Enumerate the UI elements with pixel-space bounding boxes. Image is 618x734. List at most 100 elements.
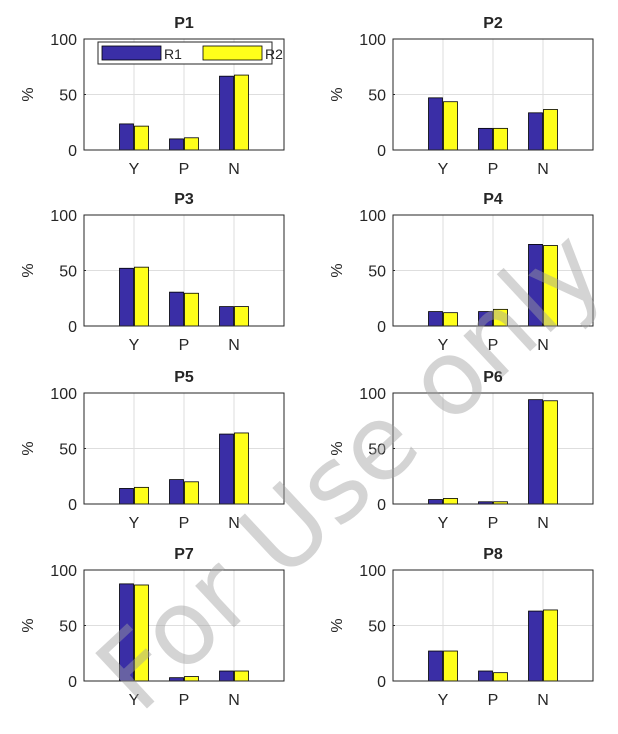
y-tick-label: 100	[359, 208, 386, 225]
bar-r2	[134, 486, 149, 505]
x-tick-label: Y	[129, 161, 140, 178]
x-tick-label: P	[179, 515, 190, 532]
y-axis-label: %	[20, 441, 37, 455]
x-tick-label: Y	[129, 515, 140, 532]
legend-label: R1	[164, 46, 182, 62]
bar-r2	[234, 432, 249, 505]
x-tick-label: P	[488, 692, 499, 709]
bar-r1	[219, 75, 234, 151]
subplot-title: P6	[483, 369, 503, 386]
y-tick-label: 0	[68, 319, 77, 336]
bar-r1	[119, 123, 134, 151]
bar-r1	[219, 306, 234, 327]
bar-r1	[528, 399, 543, 505]
bar-r1	[478, 127, 493, 151]
bar-r2	[443, 312, 458, 327]
bar-r1	[528, 244, 543, 327]
bar-r1	[169, 479, 184, 505]
bar-r1	[528, 112, 543, 151]
y-tick-label: 100	[359, 563, 386, 580]
bar-r1	[428, 311, 443, 327]
y-tick-label: 50	[368, 264, 386, 281]
x-tick-label: Y	[438, 337, 449, 354]
bar-r1	[428, 650, 443, 682]
bar-r2	[443, 101, 458, 151]
bar-r2	[184, 676, 199, 682]
bar-chart-figure: 0 50 100 Y P N% P1 R1 R2 0 50 100 Y P N% P2 0 50 100 Y P N% P3…	[20, 15, 594, 709]
bar-r2	[493, 672, 508, 682]
x-tick-label: N	[537, 161, 549, 178]
x-tick-label: N	[228, 692, 240, 709]
subplot-title: P7	[174, 546, 194, 563]
subplot-title: P1	[174, 15, 194, 32]
y-tick-label: 100	[50, 208, 77, 225]
x-tick-label: N	[537, 337, 549, 354]
x-tick-label: Y	[129, 337, 140, 354]
bar-r1	[219, 433, 234, 505]
bar-r2	[443, 498, 458, 505]
subplot-title: P5	[174, 369, 194, 386]
y-axis-label: %	[329, 263, 346, 277]
bar-r1	[169, 138, 184, 151]
bar-r1	[119, 267, 134, 327]
y-tick-label: 100	[50, 32, 77, 49]
bar-r2	[134, 266, 149, 327]
bar-r1	[119, 583, 134, 682]
y-axis-label: %	[329, 441, 346, 455]
subplot-title: P2	[483, 15, 503, 32]
x-tick-label: P	[488, 515, 499, 532]
y-tick-label: 0	[377, 674, 386, 691]
y-axis-label: %	[20, 87, 37, 101]
bar-r2	[234, 306, 249, 327]
bar-r2	[493, 308, 508, 327]
x-tick-label: N	[228, 161, 240, 178]
bar-r2	[134, 125, 149, 151]
y-tick-label: 0	[377, 143, 386, 160]
bar-r1	[478, 670, 493, 682]
y-axis-label: %	[20, 263, 37, 277]
y-axis-label: %	[20, 618, 37, 632]
bar-r2	[543, 400, 558, 505]
bar-r2	[134, 584, 149, 682]
y-tick-label: 0	[377, 319, 386, 336]
y-tick-label: 0	[377, 497, 386, 514]
bar-r2	[493, 127, 508, 151]
bar-r2	[443, 650, 458, 682]
subplot-title: P3	[174, 191, 194, 208]
y-tick-label: 100	[50, 386, 77, 403]
y-tick-label: 0	[68, 497, 77, 514]
bar-r2	[543, 245, 558, 327]
y-tick-label: 50	[368, 88, 386, 105]
y-tick-label: 50	[59, 619, 77, 636]
x-tick-label: N	[537, 515, 549, 532]
bar-r1	[428, 499, 443, 505]
x-tick-label: N	[537, 692, 549, 709]
legend-swatch-r1	[101, 45, 162, 61]
y-axis-label: %	[329, 618, 346, 632]
y-tick-label: 100	[359, 386, 386, 403]
y-tick-label: 0	[68, 143, 77, 160]
y-tick-label: 50	[59, 88, 77, 105]
y-tick-label: 0	[68, 674, 77, 691]
bar-r1	[169, 291, 184, 327]
y-axis-label: %	[329, 87, 346, 101]
bar-r2	[543, 609, 558, 682]
bar-r2	[184, 481, 199, 505]
x-tick-label: P	[488, 161, 499, 178]
y-tick-label: 50	[368, 619, 386, 636]
x-tick-label: N	[228, 337, 240, 354]
bar-r2	[543, 109, 558, 151]
bar-r1	[428, 97, 443, 151]
x-tick-label: Y	[129, 692, 140, 709]
x-tick-label: P	[488, 337, 499, 354]
x-tick-label: N	[228, 515, 240, 532]
y-tick-label: 100	[359, 32, 386, 49]
y-tick-label: 100	[50, 563, 77, 580]
x-tick-label: P	[179, 337, 190, 354]
bar-r1	[528, 610, 543, 682]
bar-r2	[184, 137, 199, 151]
bar-r2	[234, 74, 249, 151]
bar-r2	[184, 292, 199, 327]
x-tick-label: Y	[438, 692, 449, 709]
bar-r1	[478, 311, 493, 327]
